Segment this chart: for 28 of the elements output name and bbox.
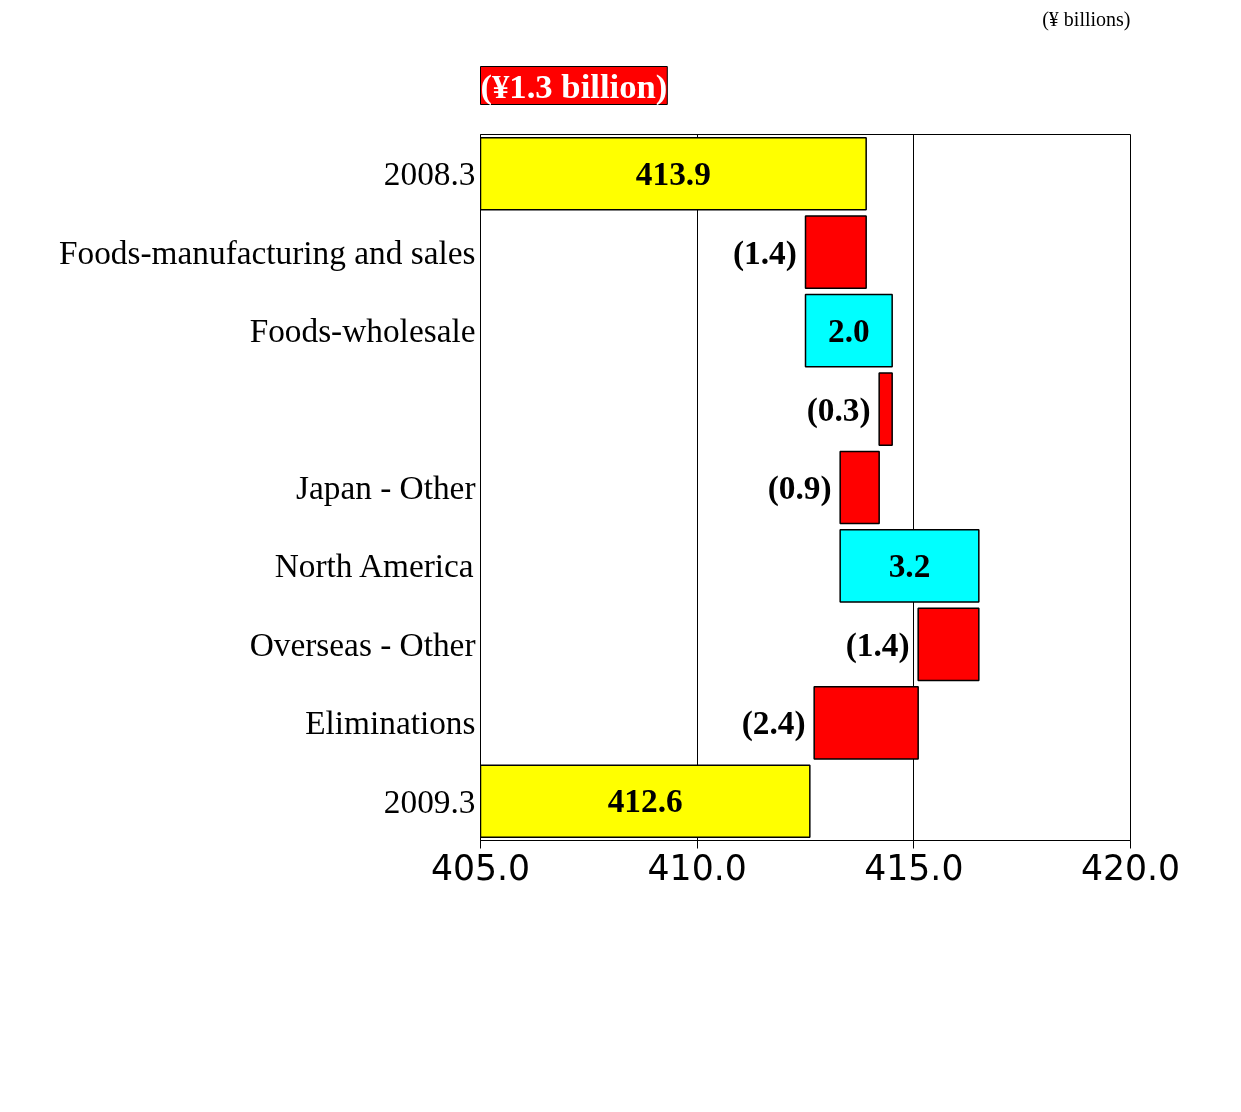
data-label: (1.4) — [845, 625, 910, 664]
y-tick-label: 2009.3 — [383, 782, 476, 820]
data-label: 412.6 — [607, 782, 683, 820]
data-label: 3.2 — [888, 546, 931, 584]
bar — [804, 215, 867, 289]
x-tick-label: 415.0 — [864, 847, 964, 888]
bar — [917, 607, 980, 682]
y-tick-label: Overseas - Other — [249, 625, 476, 663]
y-tick-label: Foods-wholesale — [249, 312, 476, 350]
y-tick-label: Eliminations — [305, 704, 476, 742]
y-tick-label: 2008.3 — [383, 155, 476, 193]
data-label: (0.3) — [806, 390, 871, 429]
data-label: 413.9 — [635, 154, 711, 192]
data-label: (1.4) — [732, 233, 797, 272]
text: (¥1.3 billion) — [480, 66, 668, 106]
x-tick-label: 420.0 — [1080, 847, 1181, 888]
x-tick-label: 405.0 — [430, 847, 531, 888]
x-tick-label: 410.0 — [647, 847, 747, 888]
y-tick-label: Japan - Other — [295, 469, 476, 506]
bar — [878, 372, 893, 446]
data-label: (2.4) — [741, 704, 806, 743]
data-label: (0.9) — [767, 469, 832, 507]
data-label: 2.0 — [828, 311, 870, 349]
text: (¥ billions) — [1042, 7, 1131, 31]
bar — [839, 450, 880, 525]
y-tick-label: North America — [274, 547, 474, 585]
y-tick-label: Foods-manufacturing and sales — [59, 233, 476, 271]
bar — [804, 293, 893, 368]
